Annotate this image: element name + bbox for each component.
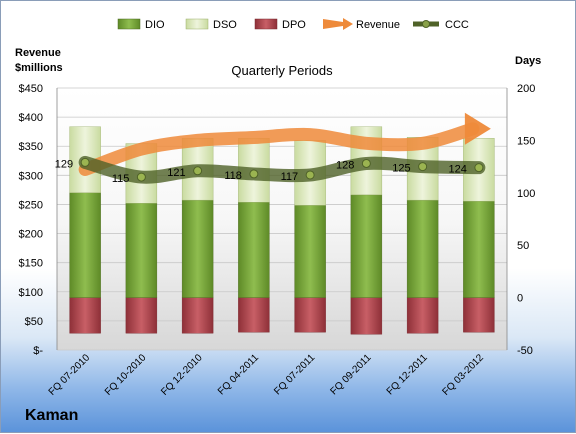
dio-bar — [181, 199, 214, 298]
right-tick-label: -50 — [517, 345, 533, 357]
right-tick-label: 0 — [517, 293, 523, 305]
ccc-data-label: 121 — [167, 167, 185, 179]
dpo-bar — [294, 297, 326, 333]
dpo-bar — [350, 297, 383, 335]
ccc-marker — [193, 166, 203, 176]
dpo-bar — [181, 297, 214, 334]
left-tick-label: $350 — [19, 141, 43, 153]
left-tick-label: $400 — [19, 112, 43, 124]
bars — [69, 126, 495, 335]
left-tick-label: $200 — [19, 229, 43, 241]
dio-bar — [125, 203, 158, 298]
right-tick-label: 150 — [517, 135, 535, 147]
x-tick-label: FQ 04-2011 — [216, 352, 261, 397]
ccc-data-label: 115 — [112, 173, 130, 185]
dio-bar — [238, 202, 270, 298]
dpo-bar — [69, 297, 101, 334]
dpo-bar — [125, 297, 158, 334]
ccc-marker — [418, 162, 428, 172]
legend-dio-label: DIO — [145, 19, 165, 31]
company-name: Kaman — [25, 407, 78, 424]
x-tick-label: FQ 10-2010 — [103, 352, 149, 398]
x-tick-label: FQ 09-2011 — [329, 352, 374, 397]
legend-revenue-arrow — [323, 18, 353, 30]
left-tick-label: $- — [33, 345, 43, 357]
ccc-data-label: 118 — [224, 170, 242, 182]
plot-area — [57, 88, 507, 350]
legend-dso-label: DSO — [213, 19, 237, 31]
left-tick-label: $300 — [19, 170, 43, 182]
legend-ccc-marker — [422, 20, 430, 28]
dio-bar — [69, 192, 101, 298]
right-tick-label: 50 — [517, 240, 529, 252]
right-tick-label: 100 — [517, 188, 535, 200]
legend-revenue-label: Revenue — [356, 19, 400, 31]
legend: DIO DSO DPO Revenue CCC — [117, 18, 469, 31]
ccc-marker — [136, 172, 146, 182]
left-axis-ticks: $- $50 $100 $150 $200 $250 $300 $350 $400 $450 — [19, 83, 44, 357]
ccc-data-label: 129 — [55, 158, 73, 170]
ccc-series: 129 115 121 118 117 128 125 124 — [55, 155, 486, 185]
right-axis-ticks: -50 0 50 100 150 200 — [517, 83, 535, 357]
x-tick-label: FQ 12-2010 — [159, 352, 205, 398]
ccc-data-label: 124 — [449, 164, 467, 176]
left-axis-title-line1: Revenue — [15, 47, 61, 59]
chart-title: Quarterly Periods — [231, 63, 333, 78]
legend-dpo-label: DPO — [282, 19, 306, 31]
dpo-bar — [463, 297, 495, 333]
ccc-marker — [361, 158, 371, 168]
x-tick-label: FQ 07-2011 — [272, 352, 317, 397]
dpo-bar — [238, 297, 270, 333]
left-tick-label: $250 — [19, 199, 43, 211]
revenue-series — [78, 112, 491, 177]
ccc-marker — [305, 170, 315, 180]
ccc-data-label: 125 — [392, 163, 410, 175]
dio-bar — [350, 194, 383, 298]
ccc-marker — [474, 163, 484, 173]
right-tick-label: 200 — [517, 83, 535, 95]
dio-bar — [406, 199, 439, 298]
right-axis-title: Days — [515, 55, 541, 67]
ccc-marker — [249, 169, 259, 179]
left-axis-title-line2: $millions — [15, 62, 63, 74]
left-tick-label: $50 — [25, 316, 43, 328]
x-axis-labels: FQ 07-2010 FQ 10-2010 FQ 12-2010 FQ 04-2011… — [47, 352, 487, 398]
x-tick-label: FQ 07-2010 — [47, 352, 93, 398]
left-tick-label: $150 — [19, 258, 43, 270]
ccc-data-label: 128 — [336, 159, 354, 171]
left-tick-label: $450 — [19, 83, 43, 95]
ccc-marker — [80, 157, 90, 167]
ccc-line — [78, 155, 486, 184]
dpo-bar — [406, 297, 439, 334]
revenue-arrowhead — [464, 112, 491, 145]
legend-dio-swatch — [117, 18, 141, 30]
legend-ccc-label: CCC — [445, 19, 469, 31]
legend-dpo-swatch — [254, 18, 278, 30]
dio-bar — [294, 205, 326, 298]
left-tick-label: $100 — [19, 287, 43, 299]
revenue-line — [78, 122, 480, 177]
x-tick-label: FQ 03-2012 — [440, 352, 486, 398]
legend-dso-swatch — [185, 18, 209, 30]
dio-bar — [463, 200, 495, 298]
x-tick-label: FQ 12-2011 — [385, 352, 430, 397]
ccc-data-label: 117 — [281, 171, 299, 183]
